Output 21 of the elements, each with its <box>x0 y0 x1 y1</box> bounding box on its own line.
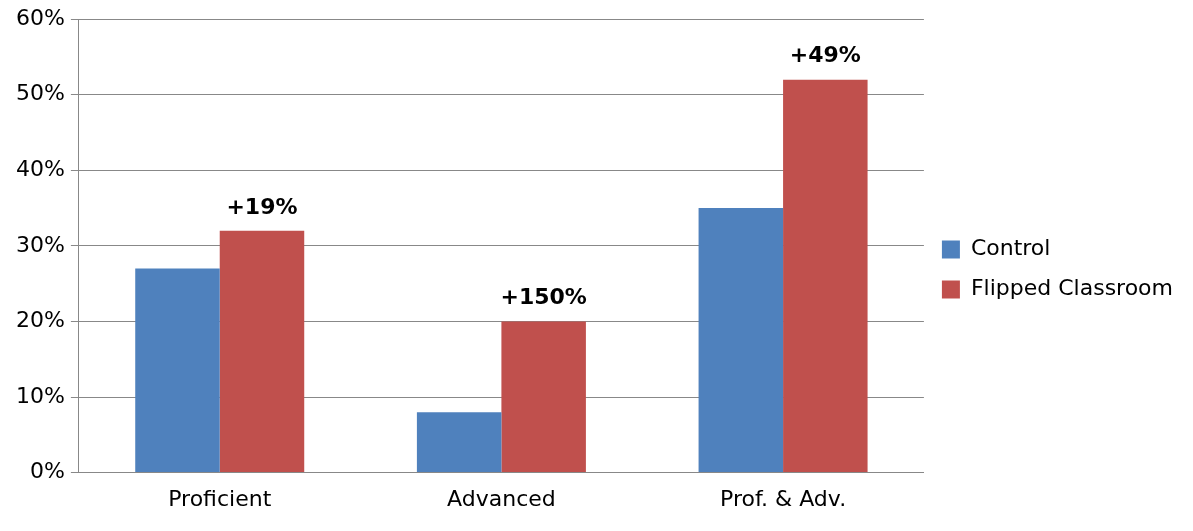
y-tick-label: 40% <box>15 156 65 182</box>
x-tick-label: Prof. & Adv. <box>720 485 847 511</box>
bar <box>698 208 784 473</box>
x-tick-label: Advanced <box>447 485 556 511</box>
y-tick-label: 20% <box>15 307 65 333</box>
bar <box>219 230 305 473</box>
y-tick-label: 0% <box>29 458 65 484</box>
bar <box>135 268 220 473</box>
bar <box>783 79 868 473</box>
y-tick-label: 50% <box>15 80 65 106</box>
bar <box>501 321 586 473</box>
annotation: +150% <box>500 284 587 310</box>
y-tick-label: 30% <box>15 231 65 257</box>
x-tick-label: Proficient <box>168 485 272 511</box>
legend-label: Control <box>970 235 1051 261</box>
y-tick-label: 10% <box>15 382 65 408</box>
bar <box>416 412 502 473</box>
legend-label: Flipped Classroom <box>970 275 1173 301</box>
annotation: +49% <box>789 42 861 68</box>
annotation: +19% <box>226 193 298 219</box>
y-tick-label: 60% <box>15 4 65 30</box>
